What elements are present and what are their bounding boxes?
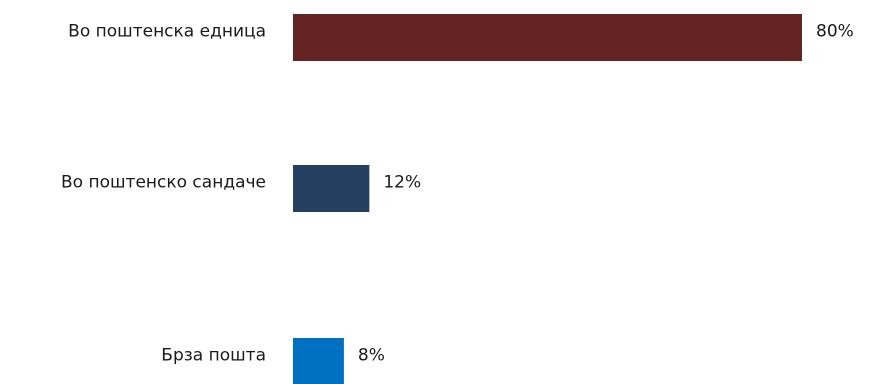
category-label: Брза пошта xyxy=(161,346,266,366)
data-label: 8% xyxy=(358,346,385,366)
bars xyxy=(293,14,802,384)
category-label: Во поштенско сандаче xyxy=(61,173,266,193)
category-labels: Во поштенска едница Во поштенско сандаче Б… xyxy=(61,22,266,366)
bar xyxy=(293,14,802,61)
bar xyxy=(293,165,370,212)
category-label: Во поштенска едница xyxy=(68,22,266,42)
bar xyxy=(293,338,344,384)
data-label: 80% xyxy=(816,22,854,42)
value-labels: 80% 12% 8% xyxy=(358,22,854,366)
data-label: 12% xyxy=(383,173,421,193)
